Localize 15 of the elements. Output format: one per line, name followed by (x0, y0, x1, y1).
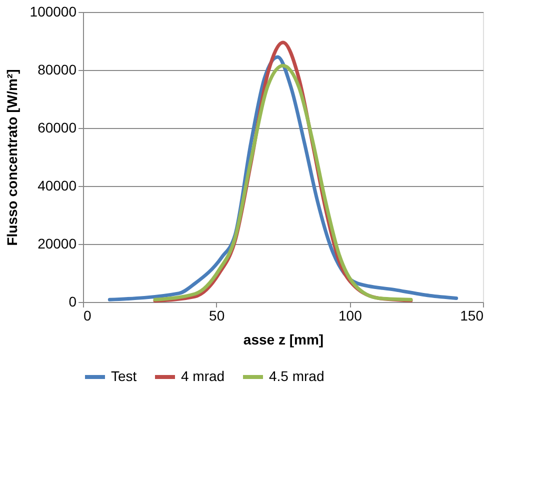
y-tick-label: 60000 (38, 120, 77, 136)
x-axis-title: asse z [mm] (243, 332, 324, 348)
legend-label: 4 mrad (181, 368, 225, 384)
y-tick-label: 80000 (38, 62, 77, 78)
y-axis-title: Flusso concentrato [W/m²] (4, 69, 20, 246)
x-tick-label: 50 (209, 308, 225, 324)
x-tick-label: 150 (460, 308, 484, 324)
y-tick-label: 20000 (38, 236, 77, 252)
y-tick-label: 0 (68, 294, 77, 310)
legend-label: Test (111, 368, 137, 384)
x-tick-label: 100 (338, 308, 362, 324)
y-tick-label: 40000 (38, 178, 77, 194)
x-tick-label: 0 (84, 308, 92, 324)
y-tick-label: 100000 (30, 4, 77, 20)
legend-label: 4.5 mrad (269, 368, 324, 384)
